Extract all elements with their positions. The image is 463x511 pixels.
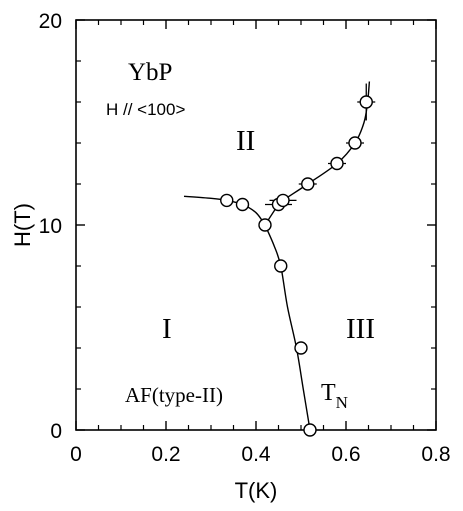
tn-label: TN — [321, 380, 348, 412]
compound-label: YbP — [128, 59, 172, 86]
y-tick-label: 0 — [50, 420, 62, 443]
x-axis-title: T(K) — [235, 478, 278, 503]
data-point — [235, 197, 250, 212]
data-point — [303, 423, 317, 437]
field-direction-label: H // <100> — [106, 100, 185, 119]
x-tick-label: 0.6 — [331, 443, 360, 466]
data-point — [330, 156, 344, 171]
tick-labels: 0 0.2 0.4 0.6 0.8 0 10 20 — [39, 10, 451, 466]
phase-II-label: II — [236, 125, 255, 157]
phase-boundary-line — [183, 195, 266, 226]
data-point — [294, 341, 308, 355]
x-tick-label: 0.8 — [421, 443, 450, 466]
phase-boundary-line — [264, 224, 311, 431]
tn-subscript: N — [336, 393, 348, 412]
data-points — [220, 95, 373, 437]
phase-I-label: I — [162, 313, 172, 345]
data-point — [348, 136, 362, 150]
x-tick-label: 0.2 — [151, 443, 180, 466]
data-point — [220, 193, 234, 208]
data-point — [274, 259, 288, 273]
phase-boundary-lines — [183, 81, 371, 431]
data-point — [359, 95, 373, 109]
y-axis-title: H(T) — [10, 203, 35, 247]
x-tick-label: 0 — [70, 443, 82, 466]
phase-III-label: III — [346, 313, 375, 345]
tn-main: T — [321, 380, 336, 406]
y-tick-label: 20 — [39, 10, 62, 33]
data-point — [276, 193, 290, 208]
phase-I-type-label: AF(type-II) — [125, 383, 223, 407]
x-tick-label: 0.4 — [241, 443, 271, 466]
data-point — [258, 218, 272, 232]
y-tick-label: 10 — [39, 215, 62, 238]
axis-ticks — [75, 19, 437, 431]
data-point — [301, 177, 315, 191]
